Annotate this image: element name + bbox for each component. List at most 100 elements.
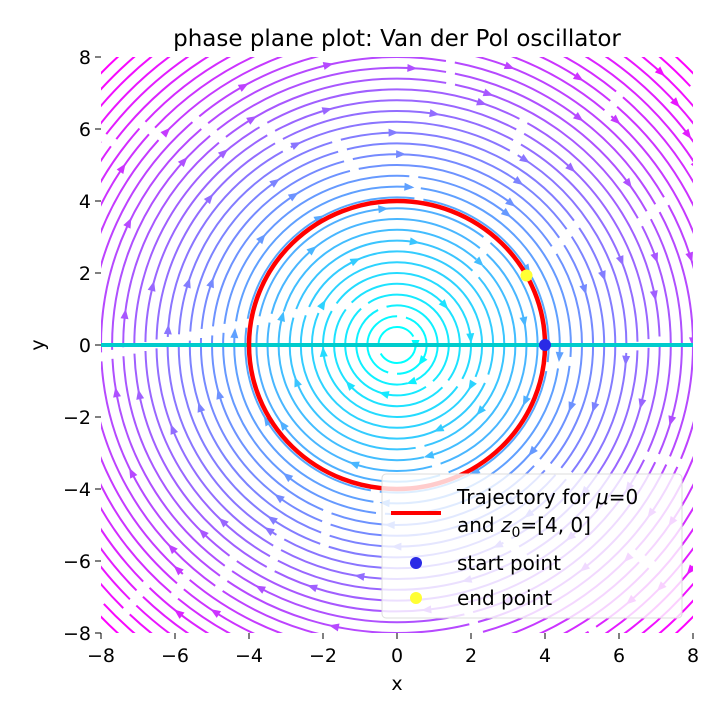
streamline-arrow [654,66,665,77]
streamline-arrow [120,308,129,320]
streamline-arrow [482,88,494,97]
streamline-arrow [409,237,420,246]
streamline-arrow [438,299,449,310]
streamline-arrow [203,193,214,205]
streamline-arrow [622,355,631,366]
streamline-arrow [279,420,289,431]
legend-label-trajectory-line1: Trajectory for μ=0 [456,485,638,509]
streamline-arrow [568,401,577,412]
streamline-arrow [469,466,481,475]
streamline-arrow [213,659,226,671]
streamline-arrow [610,114,621,125]
streamline-arrow [197,402,206,413]
streamline-arrow [65,575,77,588]
y-tick-label: −8 [63,623,91,645]
streamline-arrow [116,163,126,174]
streamline-arrow [349,461,360,470]
points-layer [520,269,551,351]
streamline-arrow [668,415,677,426]
streamline-arrow [708,218,719,230]
streamline-arrow [191,633,204,645]
legend-label-end-point: end point [457,586,552,610]
streamline-arrow [160,127,171,138]
streamline-arrow [685,251,693,263]
x-ticks: −8 −6 −4 −2 0 2 4 6 8 [87,633,699,667]
streamline-arrow [688,337,693,348]
streamline-arrow [423,450,435,459]
streamline-arrow [44,439,55,451]
chart-title: phase plane plot: Van der Pol oscillator [173,26,621,52]
streamline-arrow [37,224,48,236]
streamline-arrow [500,207,512,218]
streamline-arrow [572,72,584,81]
x-axis-label: x [391,673,402,695]
legend-label-trajectory-line2: and z0=[4, 0] [457,513,591,541]
streamline-arrow [476,0,488,7]
streamline-arrow [515,648,527,659]
x-tick-label: 0 [391,645,403,667]
streamline-arrow [89,294,98,305]
legend-marker-start-point [410,557,422,569]
streamline-arrow [170,424,179,435]
x-tick-label: −2 [309,645,337,667]
streamline-arrow [429,109,440,118]
streamline-arrow [505,197,516,207]
x-tick-label: −4 [235,645,263,667]
streamline-arrow [321,107,333,115]
streamline-arrow [414,639,425,648]
streamline-arrow [307,584,318,593]
streamline-arrow [468,379,477,391]
streamline-arrow [555,351,564,362]
streamline-arrow [18,253,28,265]
streamline-arrow [147,281,156,292]
streamline-arrow [511,707,523,718]
streamline-arrow [715,276,720,287]
legend-box [381,473,683,619]
streamline-arrow [466,333,475,344]
streamline-arrow [59,110,71,123]
streamline-arrow [82,175,94,188]
streamline-arrow [690,160,693,171]
y-tick-label: −2 [63,407,91,429]
streamline-arrow [670,97,680,108]
streamline-arrow [267,515,278,525]
start-point-marker [539,339,551,351]
streamline-arrow [256,233,266,245]
streamline-arrow [267,705,279,716]
y-tick-label: −6 [63,551,91,573]
streamline-arrow [264,527,275,536]
streamline-arrow [59,198,70,210]
streamline-arrow [136,389,145,400]
streamline-arrow [317,299,326,311]
streamline-arrow [565,162,576,173]
streamline-arrow [246,116,257,125]
y-ticks: −8 −6 −4 −2 0 2 4 6 8 [63,47,101,645]
streamline-arrow [282,472,294,483]
y-tick-label: 6 [79,119,91,141]
streamline-arrow [274,494,285,504]
streamline-arrow [407,63,418,72]
x-tick-label: −8 [87,645,115,667]
streamline-arrow [433,691,444,700]
streamline-arrow [177,157,188,168]
streamline-arrow [0,338,5,348]
x-tick-label: 2 [465,645,477,667]
streamline-arrow [163,324,172,335]
streamline-arrow [712,545,720,558]
streamline-arrow [396,150,407,159]
streamline-arrow [198,528,209,539]
streamline-arrow [703,471,714,483]
y-tick-label: −4 [63,479,91,501]
streamline-arrow [173,565,184,576]
streamline-arrow [503,15,515,26]
streamline-arrow [322,62,334,70]
streamline-arrow [404,182,415,191]
streamline-arrow [210,609,222,618]
streamline-arrow [216,388,225,400]
y-tick-label: 2 [79,263,91,285]
streamline-arrow [503,61,515,70]
y-axis-label: y [27,339,49,350]
streamline-arrow [473,256,484,267]
streamline-arrow [319,346,328,357]
streamline-arrow [501,698,513,708]
